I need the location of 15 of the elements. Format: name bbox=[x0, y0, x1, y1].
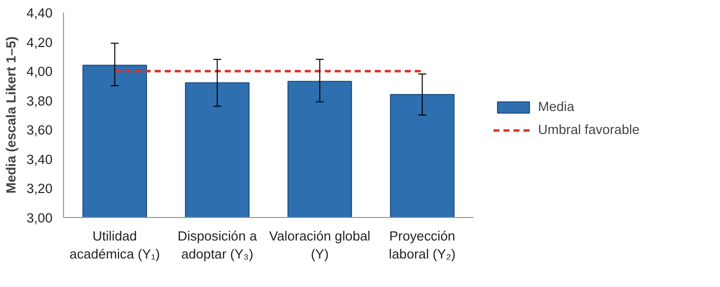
y-axis-title: Media (escala Likert 1–5) bbox=[4, 36, 19, 194]
x-tick-label: Proyección laboral (Y₂) bbox=[388, 228, 456, 262]
x-tick-label: Valoración global (Y) bbox=[269, 228, 370, 262]
y-tick-label: 3,20 bbox=[26, 181, 53, 196]
y-tick-label: 3,80 bbox=[26, 93, 53, 108]
legend-label: Umbral favorable bbox=[538, 122, 640, 137]
x-tick-label: Disposición a adoptar (Y₃) bbox=[178, 228, 258, 262]
x-tick-label: Utilidad académica (Y₁) bbox=[70, 228, 160, 262]
y-tick-label: 3,40 bbox=[26, 152, 53, 167]
y-tick-label: 3,00 bbox=[26, 210, 53, 226]
y-tick-label: 3,60 bbox=[26, 122, 53, 138]
y-tick-label: 4,40 bbox=[26, 6, 53, 20]
y-tick-label: 4,20 bbox=[26, 34, 53, 50]
y-tick-label: 4,00 bbox=[26, 64, 53, 80]
legend-label: Media bbox=[538, 99, 574, 114]
